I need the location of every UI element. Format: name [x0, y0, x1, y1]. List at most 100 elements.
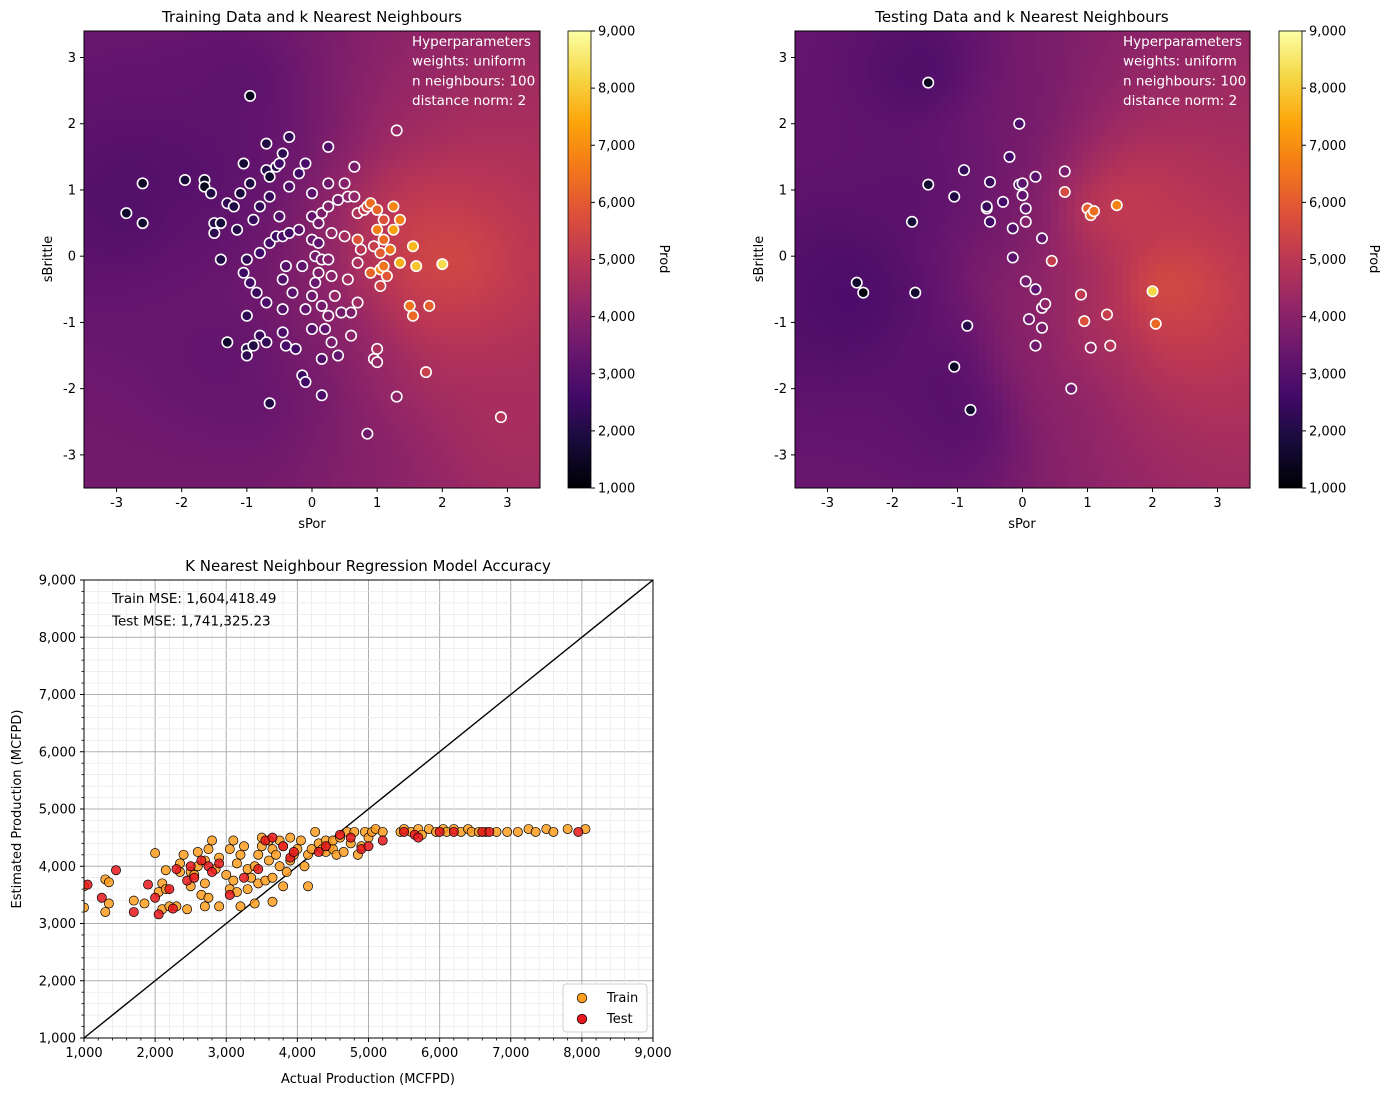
surface-cell: [851, 103, 860, 112]
surface-cell: [284, 39, 293, 48]
surface-cell: [532, 319, 540, 328]
surface-cell: [1075, 151, 1084, 160]
surface-cell: [252, 119, 261, 128]
surface-cell: [963, 87, 972, 96]
surface-cell: [276, 135, 285, 144]
surface-cell: [500, 199, 509, 208]
surface-cell: [444, 375, 453, 384]
surface-cell: [1227, 175, 1236, 184]
surface-cell: [412, 423, 421, 432]
surface-cell: [148, 327, 157, 336]
surface-cell: [492, 287, 501, 296]
surface-cell: [1067, 151, 1076, 160]
surface-cell: [1115, 191, 1124, 200]
surface-cell: [899, 119, 908, 128]
surface-cell: [867, 47, 876, 56]
surface-cell: [1179, 143, 1188, 152]
surface-cell: [492, 343, 501, 352]
surface-cell: [899, 47, 908, 56]
surface-cell: [116, 359, 125, 368]
surface-cell: [84, 167, 93, 176]
surface-cell: [116, 111, 125, 120]
surface-cell: [859, 151, 868, 160]
surface-cell: [508, 375, 517, 384]
surface-cell: [172, 479, 181, 488]
surface-cell: [867, 215, 876, 224]
data-point: [338, 177, 351, 190]
surface-cell: [108, 151, 117, 160]
surface-cell: [524, 343, 533, 352]
surface-cell: [1075, 95, 1084, 104]
surface-cell: [1211, 199, 1220, 208]
surface-cell: [164, 335, 173, 344]
surface-cell: [124, 231, 133, 240]
surface-cell: [819, 63, 828, 72]
surface-cell: [92, 287, 101, 296]
surface-cell: [244, 407, 253, 416]
surface-cell: [955, 111, 964, 120]
surface-cell: [1163, 175, 1172, 184]
surface-cell: [452, 239, 461, 248]
surface-cell: [1243, 159, 1250, 168]
surface-cell: [92, 351, 101, 360]
surface-cell: [867, 119, 876, 128]
surface-cell: [404, 71, 413, 80]
surface-cell: [444, 87, 453, 96]
surface-cell: [348, 31, 357, 40]
surface-cell: [1035, 199, 1044, 208]
surface-cell: [372, 319, 381, 328]
surface-cell: [795, 31, 804, 40]
surface-cell: [204, 39, 213, 48]
surface-cell: [348, 87, 357, 96]
surface-cell: [867, 103, 876, 112]
surface-cell: [180, 263, 189, 272]
surface-cell: [492, 239, 501, 248]
data-point: [240, 309, 253, 322]
surface-cell: [500, 271, 509, 280]
surface-cell: [444, 207, 453, 216]
surface-cell: [835, 127, 844, 136]
surface-cell: [412, 31, 421, 40]
surface-cell: [188, 343, 197, 352]
surface-cell: [444, 199, 453, 208]
surface-cell: [851, 55, 860, 64]
surface-cell: [1075, 183, 1084, 192]
surface-cell: [1091, 191, 1100, 200]
surface-cell: [1203, 47, 1212, 56]
surface-cell: [468, 351, 477, 360]
surface-cell: [292, 335, 301, 344]
surface-cell: [172, 135, 181, 144]
surface-cell: [172, 127, 181, 136]
surface-cell: [1243, 143, 1250, 152]
surface-cell: [1227, 31, 1236, 40]
surface-cell: [500, 359, 509, 368]
surface-cell: [532, 367, 540, 376]
surface-cell: [492, 319, 501, 328]
surface-cell: [1003, 191, 1012, 200]
surface-cell: [532, 95, 540, 104]
surface-cell: [108, 207, 117, 216]
surface-cell: [1163, 191, 1172, 200]
surface-cell: [1147, 223, 1156, 232]
surface-cell: [316, 375, 325, 384]
surface-cell: [476, 279, 485, 288]
surface-cell: [492, 95, 501, 104]
surface-cell: [156, 215, 165, 224]
surface-cell: [452, 151, 461, 160]
surface-cell: [444, 351, 453, 360]
surface-cell: [1123, 95, 1132, 104]
surface-cell: [428, 351, 437, 360]
surface-cell: [220, 407, 229, 416]
surface-cell: [939, 119, 948, 128]
surface-cell: [204, 167, 213, 176]
surface-cell: [172, 263, 181, 272]
surface-cell: [508, 359, 517, 368]
surface-cell: [1235, 143, 1244, 152]
surface-cell: [188, 287, 197, 296]
surface-cell: [428, 343, 437, 352]
surface-cell: [228, 143, 237, 152]
surface-cell: [819, 79, 828, 88]
surface-cell: [108, 183, 117, 192]
surface-cell: [340, 223, 349, 232]
surface-cell: [212, 391, 221, 400]
